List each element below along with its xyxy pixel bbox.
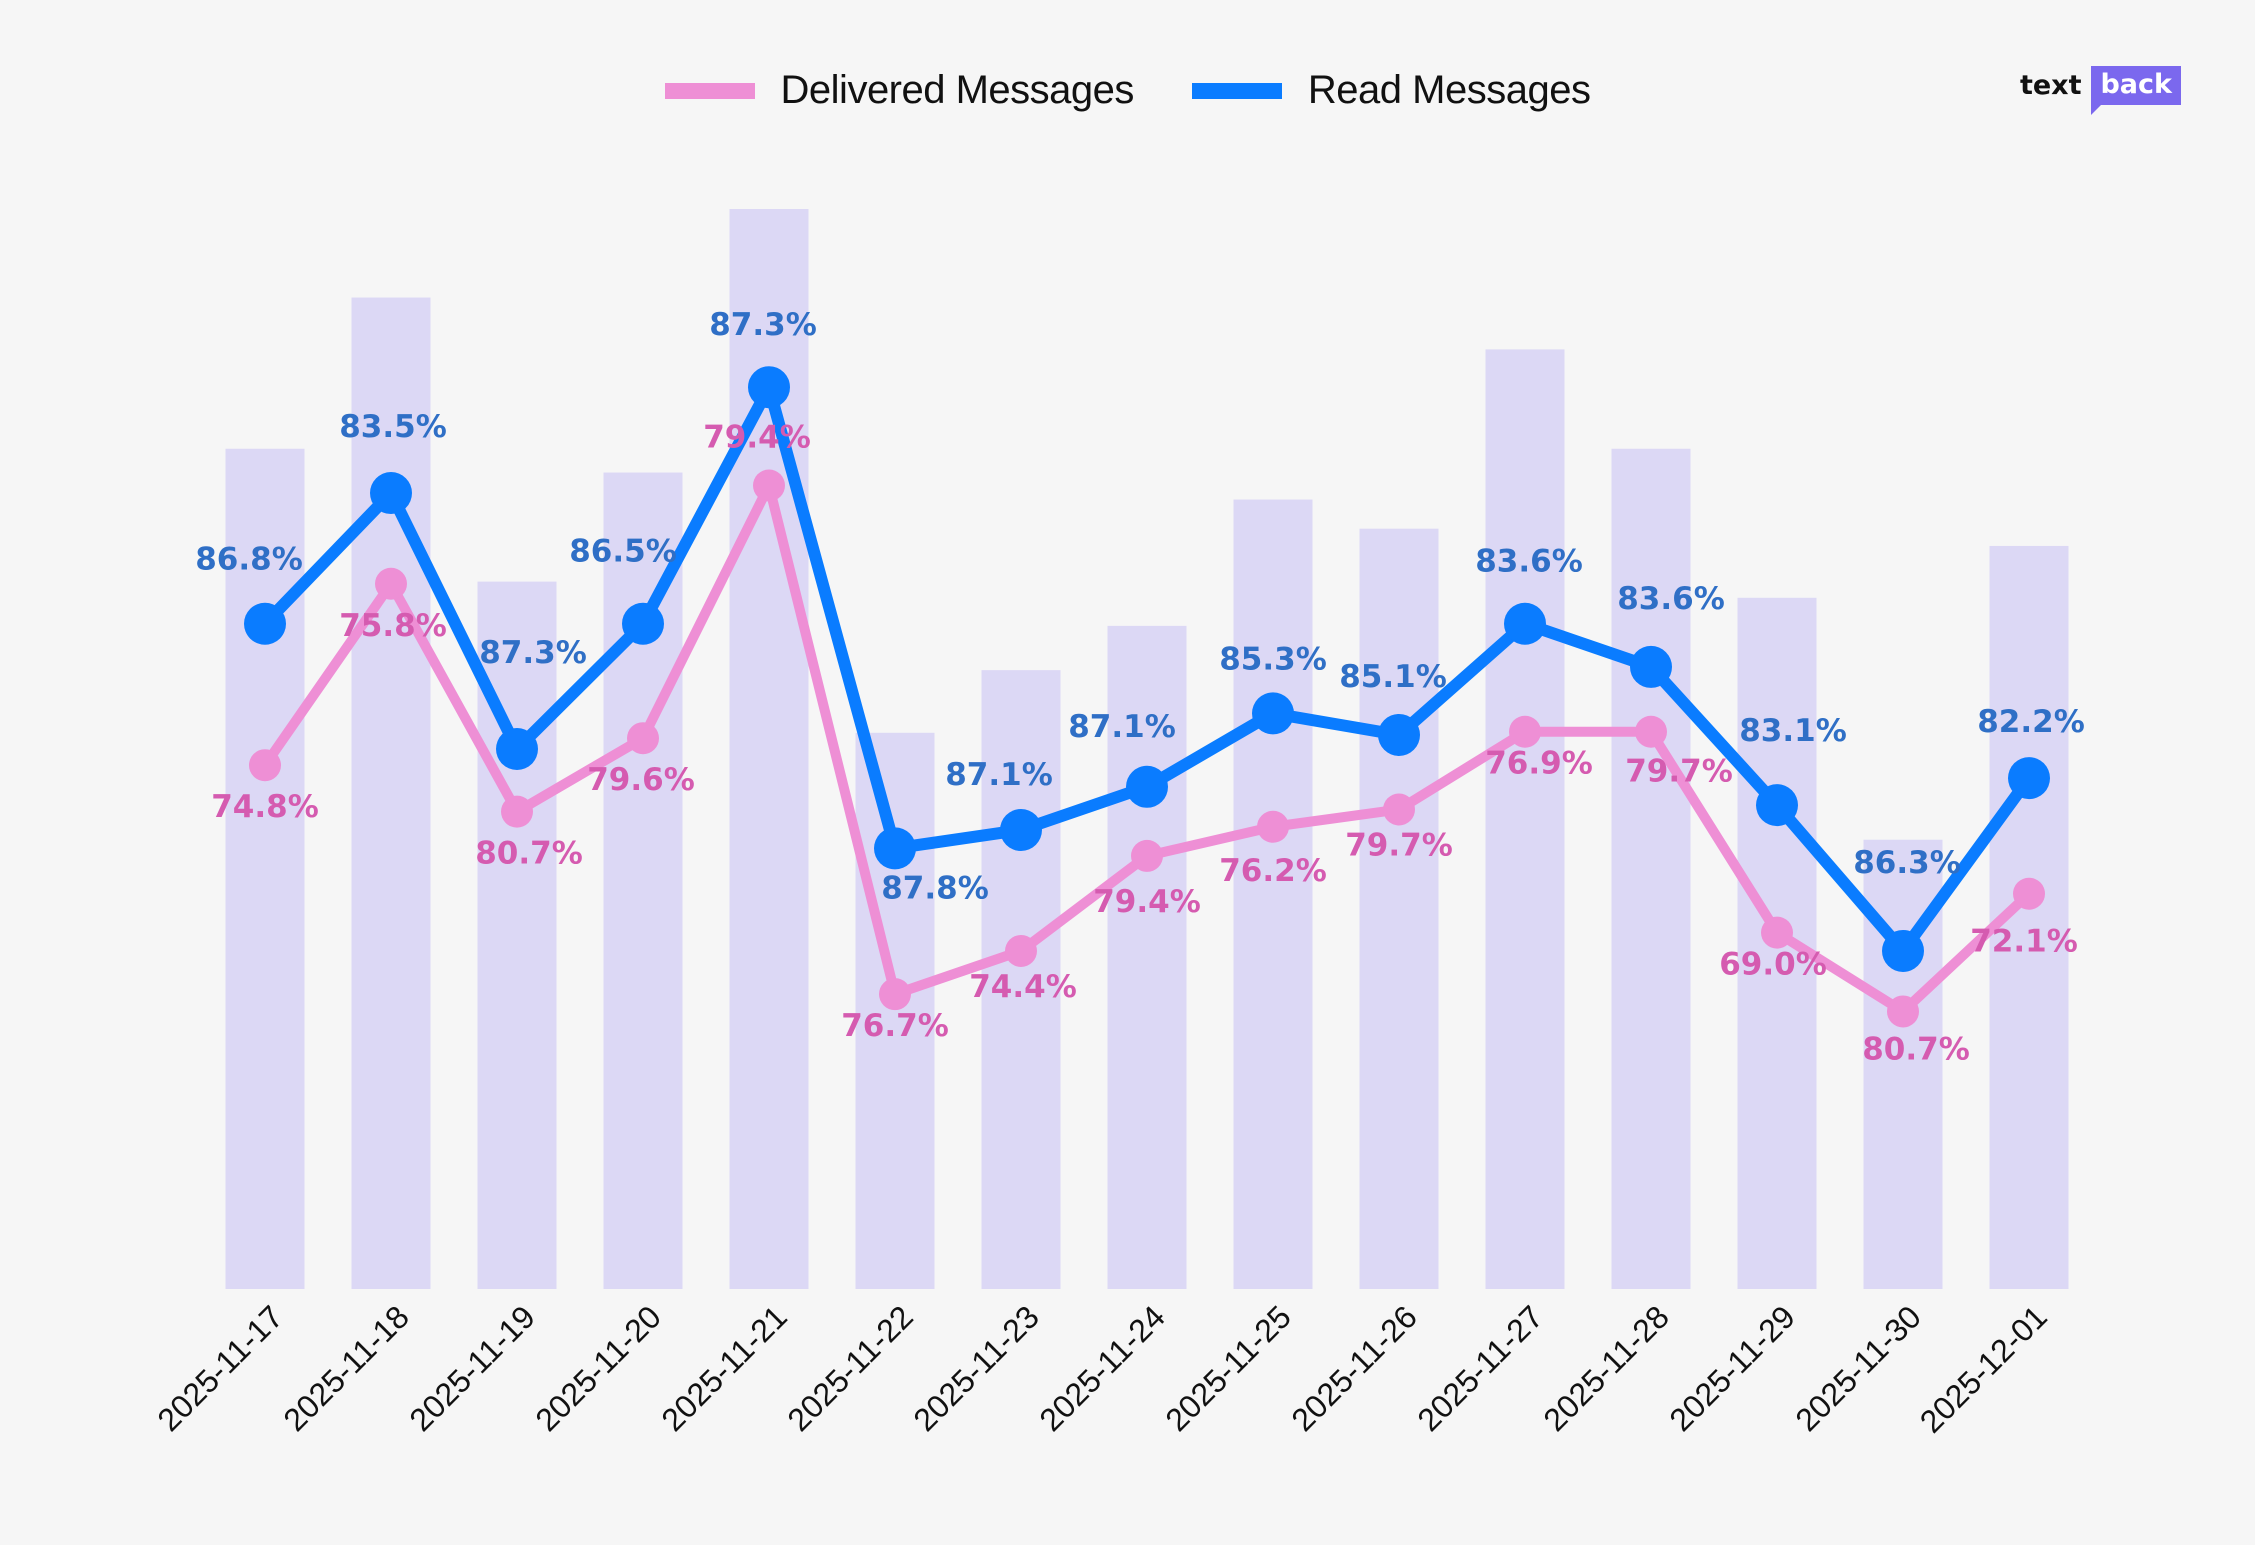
point-read-2025-11-28[interactable] [1630, 645, 1672, 688]
x-tick-label: 2025-11-29 [1662, 1298, 1802, 1438]
point-read-2025-11-17[interactable] [244, 602, 286, 645]
x-tick-label: 2025-11-23 [906, 1298, 1046, 1438]
data-label-delivered-2025-11-18: 75.8% [339, 608, 447, 644]
bar-2025-11-20 [603, 472, 683, 1289]
point-delivered-2025-11-18[interactable] [375, 567, 407, 600]
x-tick-label: 2025-12-01 [1913, 1298, 2054, 1439]
data-label-delivered-2025-11-17: 74.8% [211, 789, 319, 825]
data-label-delivered-2025-11-26: 79.7% [1345, 827, 1453, 863]
x-tick-label: 2025-11-25 [1158, 1298, 1298, 1438]
data-label-delivered-2025-11-28: 79.7% [1625, 754, 1733, 790]
point-delivered-2025-11-30[interactable] [1887, 995, 1919, 1028]
x-tick-label: 2025-11-30 [1788, 1298, 1928, 1438]
bar-2025-11-24 [1107, 625, 1187, 1289]
point-delivered-2025-11-20[interactable] [627, 722, 659, 755]
x-tick-label: 2025-11-19 [402, 1298, 542, 1438]
data-label-delivered-2025-11-25: 76.2% [1219, 853, 1327, 889]
data-label-delivered-2025-11-19: 80.7% [475, 836, 583, 872]
point-delivered-2025-11-21[interactable] [753, 469, 785, 502]
x-tick-label: 2025-11-28 [1536, 1298, 1676, 1438]
x-tick-label: 2025-11-17 [150, 1298, 290, 1438]
data-label-read-2025-11-25: 85.3% [1219, 641, 1327, 677]
legend-item-delivered[interactable]: Delivered Messages [664, 68, 1135, 113]
point-read-2025-11-29[interactable] [1756, 784, 1798, 827]
data-labels-layer: 74.8% 75.8% 80.7% 79.6% 79.4% 76.7% 74.4% 79.4%… [195, 307, 2085, 1067]
data-label-read-2025-11-29: 83.1% [1739, 713, 1847, 749]
x-axis-ticks: 2025-11-172025-11-182025-11-192025-11-20… [150, 1298, 2054, 1439]
data-label-delivered-2025-11-24: 79.4% [1093, 884, 1201, 920]
bar-2025-11-23 [981, 670, 1061, 1289]
x-tick-label: 2025-11-18 [276, 1298, 416, 1438]
data-label-delivered-2025-11-20: 79.6% [587, 762, 695, 798]
point-read-2025-11-21[interactable] [748, 366, 790, 409]
point-read-2025-11-23[interactable] [1000, 809, 1042, 851]
point-delivered-2025-11-17[interactable] [249, 749, 281, 782]
bar-2025-11-28 [1611, 448, 1691, 1289]
x-tick-label: 2025-11-21 [654, 1298, 794, 1438]
point-read-2025-11-25[interactable] [1252, 692, 1294, 735]
x-tick-label: 2025-11-22 [780, 1298, 920, 1438]
data-label-read-2025-11-19: 87.3% [479, 635, 587, 671]
point-read-2025-11-27[interactable] [1504, 602, 1546, 645]
data-label-delivered-2025-11-23: 74.4% [969, 969, 1077, 1005]
data-label-read-2025-11-21: 87.3% [709, 307, 817, 343]
point-delivered-2025-11-24[interactable] [1131, 839, 1163, 872]
logo-badge: back [2091, 66, 2181, 115]
data-label-read-2025-11-24: 87.1% [1068, 709, 1176, 745]
point-delivered-2025-11-26[interactable] [1383, 793, 1415, 826]
legend-item-read[interactable]: Read Messages [1191, 68, 1591, 113]
data-label-read-2025-11-17: 86.8% [195, 542, 303, 578]
point-read-2025-12-01[interactable] [2008, 757, 2050, 800]
data-label-read-2025-11-28: 83.6% [1617, 581, 1725, 617]
legend: Delivered Messages Read Messages [0, 68, 2255, 113]
x-tick-label: 2025-11-24 [1032, 1298, 1172, 1438]
bar-2025-11-25 [1233, 499, 1313, 1289]
legend-label-read: Read Messages [1307, 68, 1591, 112]
point-read-2025-11-18[interactable] [370, 472, 412, 515]
point-delivered-2025-11-28[interactable] [1635, 715, 1667, 748]
data-label-delivered-2025-11-29: 69.0% [1719, 947, 1827, 983]
data-label-read-2025-12-01: 82.2% [1977, 704, 2085, 740]
x-tick-label: 2025-11-26 [1284, 1298, 1424, 1438]
legend-label-delivered: Delivered Messages [780, 68, 1135, 112]
legend-swatch-read [1191, 82, 1282, 99]
data-label-delivered-2025-12-01: 72.1% [1970, 924, 2078, 960]
data-label-read-2025-11-30: 86.3% [1853, 845, 1961, 881]
point-delivered-2025-11-23[interactable] [1005, 934, 1037, 967]
point-read-2025-11-24[interactable] [1126, 765, 1168, 808]
bar-2025-11-22 [855, 732, 935, 1289]
textback-logo: text back [2019, 66, 2181, 115]
bar-2025-11-27 [1485, 349, 1565, 1289]
x-tick-label: 2025-11-20 [528, 1298, 668, 1438]
logo-text: text [2019, 70, 2082, 101]
point-delivered-2025-11-27[interactable] [1509, 715, 1541, 748]
point-delivered-2025-12-01[interactable] [2013, 877, 2045, 910]
data-label-delivered-2025-11-27: 76.9% [1485, 746, 1593, 782]
point-read-2025-11-26[interactable] [1378, 713, 1420, 756]
data-label-delivered-2025-11-30: 80.7% [1862, 1031, 1970, 1067]
dots-layer [244, 366, 2050, 1028]
point-delivered-2025-11-29[interactable] [1761, 916, 1793, 949]
data-label-delivered-2025-11-22: 76.7% [841, 1008, 949, 1044]
data-label-read-2025-11-20: 86.5% [569, 534, 677, 570]
point-delivered-2025-11-19[interactable] [501, 795, 533, 828]
data-label-read-2025-11-23: 87.1% [945, 757, 1053, 793]
point-read-2025-11-30[interactable] [1882, 929, 1924, 972]
data-label-read-2025-11-18: 83.5% [339, 409, 447, 445]
bar-2025-11-18 [351, 297, 431, 1289]
point-read-2025-11-22[interactable] [874, 827, 916, 870]
point-read-2025-11-19[interactable] [496, 728, 538, 770]
point-delivered-2025-11-22[interactable] [879, 978, 911, 1011]
legend-swatch-delivered [664, 82, 755, 99]
data-label-delivered-2025-11-21: 79.4% [703, 419, 811, 455]
data-label-read-2025-11-26: 85.1% [1339, 659, 1447, 695]
data-label-read-2025-11-22: 87.8% [881, 870, 989, 906]
bar-2025-11-26 [1359, 528, 1439, 1289]
point-read-2025-11-20[interactable] [622, 602, 664, 645]
x-tick-label: 2025-11-27 [1410, 1298, 1550, 1438]
point-delivered-2025-11-25[interactable] [1257, 810, 1289, 843]
data-label-read-2025-11-27: 83.6% [1475, 544, 1583, 580]
bars-layer [225, 209, 2069, 1289]
